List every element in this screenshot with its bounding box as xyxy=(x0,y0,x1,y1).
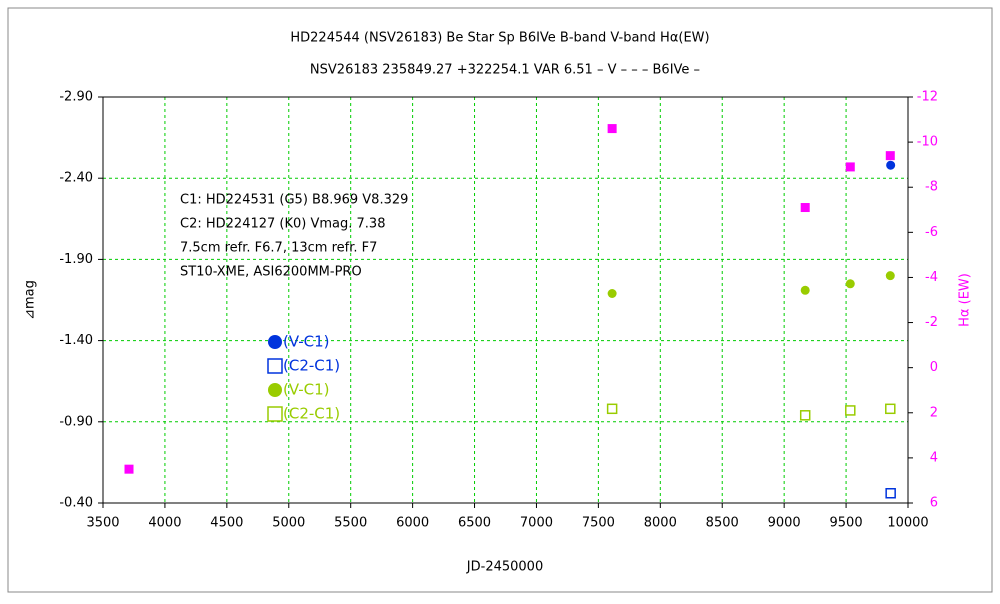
y-tick-label: -1.90 xyxy=(59,252,93,267)
point xyxy=(800,203,810,213)
annotation: ST10-XME, ASI6200MM-PRO xyxy=(180,265,362,280)
point xyxy=(885,403,896,415)
y2-tick-label: -6 xyxy=(925,225,938,240)
y2-tick-label: -4 xyxy=(925,270,938,285)
legend-marker xyxy=(267,406,283,422)
y-tick-label: -2.40 xyxy=(59,171,93,186)
chart-subtitle: NSV26183 235849.27 +322254.1 VAR 6.51 – … xyxy=(310,63,700,78)
point xyxy=(845,405,856,416)
x-tick-label: 8500 xyxy=(706,516,739,531)
legend-label: (V-C1) xyxy=(283,333,330,351)
x-axis-label: JD-2450000 xyxy=(466,560,543,575)
x-tick-label: 5500 xyxy=(334,516,367,531)
x-tick-label: 3500 xyxy=(86,516,119,531)
point xyxy=(886,160,896,170)
x-tick-label: 6000 xyxy=(396,516,429,531)
point xyxy=(885,488,896,499)
legend-label: (C2-C1) xyxy=(283,405,340,423)
point xyxy=(607,289,617,299)
point xyxy=(845,279,855,289)
chart-title: HD224544 (NSV26183) Be Star Sp B6IVe B-b… xyxy=(290,31,709,46)
point xyxy=(607,124,617,134)
y2-tick-label: 0 xyxy=(930,360,938,375)
y2-tick-label: -10 xyxy=(917,135,938,150)
x-tick-label: 9500 xyxy=(830,516,863,531)
point xyxy=(885,271,895,281)
x-tick-label: 5000 xyxy=(272,516,305,531)
y2-tick-label: -8 xyxy=(925,180,938,195)
point xyxy=(799,410,811,421)
y2-tick-label: 2 xyxy=(930,405,938,420)
x-tick-label: 8000 xyxy=(644,516,677,531)
x-tick-label: 7500 xyxy=(582,516,615,531)
legend-marker xyxy=(268,335,282,349)
annotation: C2: HD224127 (K0) Vmag. 7.38 xyxy=(180,217,385,232)
point xyxy=(845,162,855,172)
frame xyxy=(7,7,993,593)
annotation: C1: HD224531 (G5) B8.969 V8.329 xyxy=(180,193,408,208)
y2-tick-label: 4 xyxy=(930,450,938,465)
x-tick-label: 10000 xyxy=(887,516,928,531)
y-axis-label: ⊿mag xyxy=(23,280,38,320)
x-tick-label: 4000 xyxy=(148,516,181,531)
legend-marker xyxy=(268,383,282,397)
y-tick-label: -2.90 xyxy=(59,90,93,105)
x-tick-label: 4500 xyxy=(210,516,243,531)
point xyxy=(124,464,134,474)
x-tick-label: 9000 xyxy=(768,516,801,531)
point xyxy=(800,285,810,295)
x-tick-label: 7000 xyxy=(520,516,553,531)
legend-label: (V-C1) xyxy=(283,381,330,399)
y-tick-label: -0.40 xyxy=(59,496,93,511)
point xyxy=(606,403,618,415)
y-tick-label: -0.90 xyxy=(59,414,93,429)
legend-marker xyxy=(267,358,283,374)
y-tick-label: -1.40 xyxy=(59,333,93,348)
point xyxy=(885,151,895,161)
y2-tick-label: -2 xyxy=(925,315,938,330)
annotation: 7.5cm refr. F6.7, 13cm refr. F7 xyxy=(180,241,377,256)
y2-tick-label: 6 xyxy=(930,496,938,511)
x-tick-label: 6500 xyxy=(458,516,491,531)
y2-axis-label: Hα (EW) xyxy=(958,273,973,327)
plot-area xyxy=(102,96,909,504)
y2-tick-label: -12 xyxy=(917,90,938,105)
legend-label: (C2-C1) xyxy=(283,357,340,375)
